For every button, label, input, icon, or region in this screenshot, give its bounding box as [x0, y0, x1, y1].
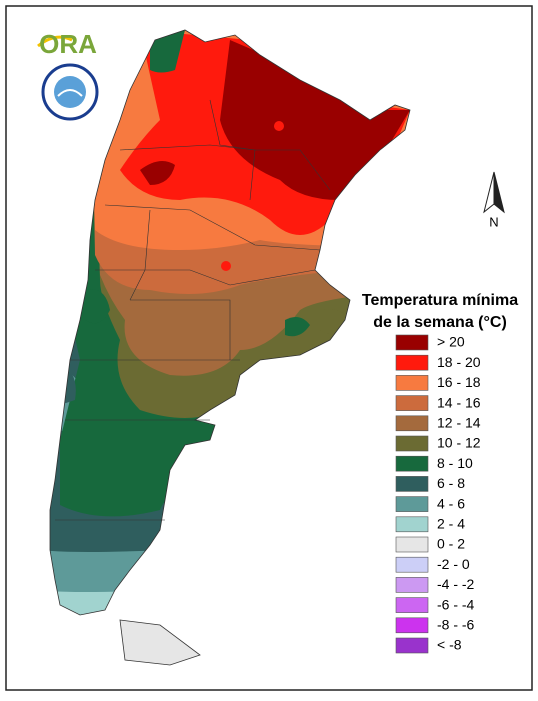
legend-label: 6 - 8	[437, 475, 465, 491]
legend-swatch	[395, 415, 429, 432]
legend-swatch	[395, 476, 429, 492]
legend-title: Temperatura mínima	[362, 292, 518, 309]
north-arrow: N	[483, 171, 505, 229]
legend-swatch	[395, 597, 429, 613]
legend-swatch	[395, 637, 429, 654]
legend-swatch	[395, 435, 429, 452]
province-borders	[55, 99, 331, 521]
legend-label: 14 - 16	[437, 394, 481, 410]
legend-swatch	[395, 334, 429, 351]
seal	[41, 63, 99, 121]
legend-label: 18 - 20	[437, 354, 481, 370]
temperature-zone	[285, 316, 310, 337]
temperature-zone	[85, 289, 110, 324]
legend-label: -8 - -6	[437, 617, 475, 633]
legend-label: -2 - 0	[437, 556, 470, 572]
legend-swatch	[395, 617, 429, 634]
city-dot	[274, 121, 284, 131]
north-label: N	[489, 214, 498, 229]
legend-swatch	[395, 516, 429, 533]
legend-label: 0 - 2	[437, 536, 465, 552]
legend-swatch	[395, 536, 429, 553]
legend-swatch	[395, 455, 429, 472]
legend-swatch	[395, 556, 429, 573]
logo-text: ORA	[39, 29, 97, 59]
temperature-zone	[150, 30, 185, 73]
legend-label: 16 - 18	[437, 374, 481, 390]
legend-label: 10 - 12	[437, 435, 481, 451]
legend-label: 12 - 14	[437, 415, 481, 431]
legend: > 20 18 - 20 16 - 18 14 - 16 12 - 14 10 - 12 8…	[395, 334, 481, 654]
temperature-zone	[220, 40, 410, 200]
city-dot	[221, 261, 231, 271]
logo: ORA	[37, 29, 97, 59]
legend-label: > 20	[437, 334, 465, 350]
tierra-del-fuego	[119, 619, 201, 666]
legend-label: -4 - -2	[437, 576, 475, 592]
temperature-zone	[140, 161, 175, 185]
legend-swatch	[395, 577, 429, 593]
legend-label: < -8	[437, 637, 462, 653]
legend-swatch	[395, 354, 429, 371]
legend-swatch	[395, 375, 429, 391]
legend-label: 8 - 10	[437, 455, 473, 471]
legend-swatch	[395, 395, 429, 411]
legend-label: -6 - -4	[437, 596, 475, 612]
legend-title: de la semana (°C)	[373, 314, 507, 331]
legend-label: 4 - 6	[437, 495, 465, 511]
legend-label: 2 - 4	[437, 516, 465, 532]
logo-swoosh	[37, 35, 73, 48]
legend-swatch	[395, 496, 429, 512]
